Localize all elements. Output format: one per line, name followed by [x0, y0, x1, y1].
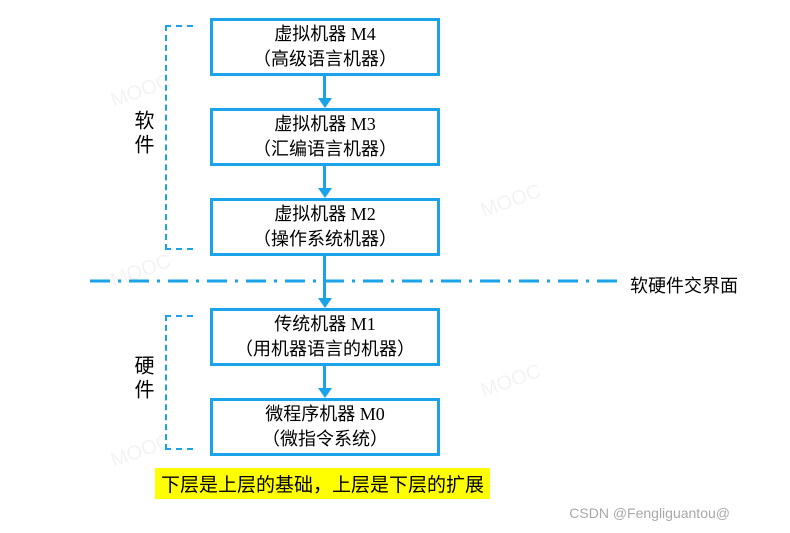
- software-bracket: [165, 25, 193, 250]
- node-m0-sub: （微指令系统）: [213, 427, 437, 452]
- hardware-bracket: [165, 315, 193, 450]
- node-m4: 虚拟机器 M4 （高级语言机器）: [210, 18, 440, 76]
- divider-label: 软硬件交界面: [630, 272, 738, 298]
- arrow-m1-m0: [323, 366, 326, 390]
- node-m2: 虚拟机器 M2 （操作系统机器）: [210, 198, 440, 256]
- bg-watermark: MOOC: [478, 360, 544, 403]
- arrow-head-icon: [318, 188, 332, 198]
- node-m2-title: 虚拟机器 M2: [213, 202, 437, 227]
- arrow-m4-m3: [323, 76, 326, 100]
- node-m3-sub: （汇编语言机器）: [213, 137, 437, 162]
- node-m4-sub: （高级语言机器）: [213, 47, 437, 72]
- node-m0-title: 微程序机器 M0: [213, 402, 437, 427]
- node-m3: 虚拟机器 M3 （汇编语言机器）: [210, 108, 440, 166]
- bg-watermark: MOOC: [108, 250, 174, 293]
- node-m3-title: 虚拟机器 M3: [213, 112, 437, 137]
- node-m0: 微程序机器 M0 （微指令系统）: [210, 398, 440, 456]
- arrow-head-icon: [318, 298, 332, 308]
- footer-watermark: CSDN @Fengliguantou@: [569, 505, 730, 521]
- node-m1-sub: （用机器语言的机器）: [213, 337, 437, 362]
- arrow-m3-m2: [323, 166, 326, 190]
- node-m1-title: 传统机器 M1: [213, 312, 437, 337]
- node-m4-title: 虚拟机器 M4: [213, 22, 437, 47]
- software-label: 软件: [128, 110, 157, 158]
- caption-text: 下层是上层的基础，上层是下层的扩展: [155, 468, 490, 499]
- node-m2-sub: （操作系统机器）: [213, 227, 437, 252]
- arrow-head-icon: [318, 98, 332, 108]
- hardware-label: 硬件: [128, 355, 157, 403]
- hw-sw-divider: [90, 278, 620, 284]
- arrow-head-icon: [318, 388, 332, 398]
- bg-watermark: MOOC: [478, 180, 544, 223]
- node-m1: 传统机器 M1 （用机器语言的机器）: [210, 308, 440, 366]
